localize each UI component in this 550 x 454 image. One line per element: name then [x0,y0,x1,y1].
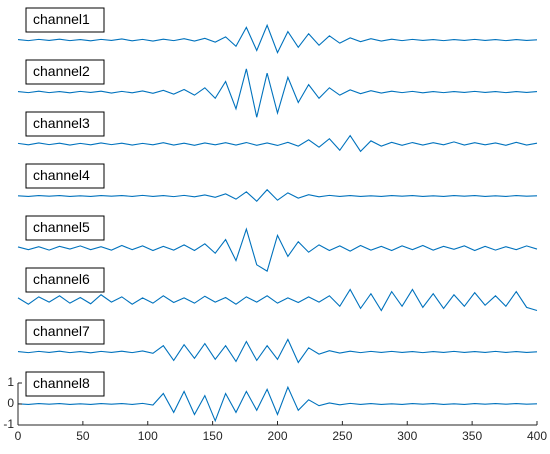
channel-label: channel1 [33,11,90,27]
x-tick-label: 100 [138,429,158,443]
channel-label: channel8 [33,375,90,391]
channel-label-box [25,319,105,345]
x-tick-label: 400 [527,429,547,443]
signal-line [17,227,538,272]
x-tick-label: 0 [15,429,22,443]
signal-line [17,288,538,312]
y-tick-label: 0 [7,396,14,410]
channel-label: channel3 [33,115,90,131]
x-tick-label: 150 [203,429,223,443]
channel-label-box [25,59,105,85]
channel-label-box [25,267,105,293]
y-tick-label: 1 [7,375,14,389]
signal-line [17,338,538,364]
channel-label-box [25,111,105,137]
signal-line [17,23,538,54]
x-tick-label: 50 [76,429,90,443]
channel-label-box [25,7,105,33]
channel-label: channel2 [33,63,90,79]
channel-label: channel6 [33,271,90,287]
x-tick-label: 200 [267,429,287,443]
channel-label-box [25,163,105,189]
channel-label: channel4 [33,167,90,183]
signal-line [17,134,538,153]
x-tick-label: 250 [332,429,352,443]
channel-label-box [25,371,105,397]
x-tick-label: 350 [462,429,482,443]
channel-label-box [25,215,105,241]
x-tick-label: 300 [397,429,417,443]
signal-line [17,68,538,118]
channel-label: channel7 [33,323,90,339]
signal-line [17,188,538,203]
y-tick-label: -1 [3,417,14,431]
channel-label: channel5 [33,219,90,235]
signal-line [17,385,538,423]
